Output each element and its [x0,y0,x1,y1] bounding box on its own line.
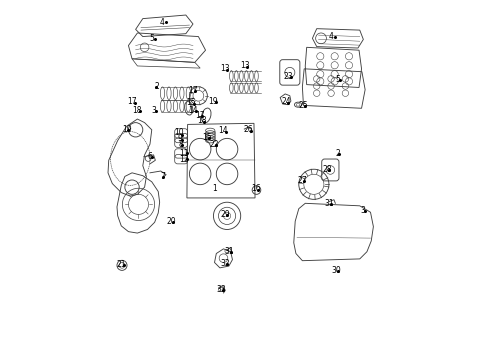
Text: 9: 9 [177,134,182,143]
Text: 2: 2 [155,82,160,91]
Text: 3: 3 [361,206,366,215]
Text: 5: 5 [336,75,341,84]
Text: 15: 15 [202,133,212,142]
Text: 21: 21 [117,260,126,269]
Text: 28: 28 [323,165,332,174]
Text: 25: 25 [298,101,308,110]
Text: 17: 17 [196,111,205,120]
Text: 12: 12 [179,155,189,164]
Text: 16: 16 [251,184,261,193]
Text: 31: 31 [324,199,334,208]
Text: 5: 5 [149,34,154,43]
Text: 27: 27 [297,176,307,185]
Text: 15: 15 [186,98,196,107]
Text: 30: 30 [332,266,342,275]
Text: 32: 32 [220,259,230,268]
Text: 13: 13 [240,62,250,71]
Text: 6: 6 [147,152,152,161]
Text: 22: 22 [210,140,219,149]
Text: 4: 4 [329,32,334,41]
Text: 8: 8 [178,140,183,149]
Text: 23: 23 [283,72,293,81]
Text: 19: 19 [208,96,218,105]
Text: 13: 13 [220,64,230,73]
Text: 2: 2 [336,149,341,158]
Text: 10: 10 [174,128,184,137]
Text: 29: 29 [220,210,230,219]
Text: 1: 1 [212,184,217,193]
Text: 24: 24 [281,97,291,106]
Text: 17: 17 [188,86,198,95]
Text: 18: 18 [197,116,207,125]
Text: 19: 19 [122,125,131,134]
Text: 26: 26 [244,125,253,134]
Text: 17: 17 [127,97,137,106]
Text: 33: 33 [217,285,226,294]
Text: 20: 20 [167,217,176,226]
Text: 14: 14 [219,126,228,135]
Text: 7: 7 [160,172,165,181]
Text: 18: 18 [133,105,142,114]
Text: 4: 4 [160,18,165,27]
Text: 3: 3 [151,105,156,114]
Text: 11: 11 [179,149,189,158]
Text: 14: 14 [188,105,198,114]
Text: 31: 31 [224,247,234,256]
